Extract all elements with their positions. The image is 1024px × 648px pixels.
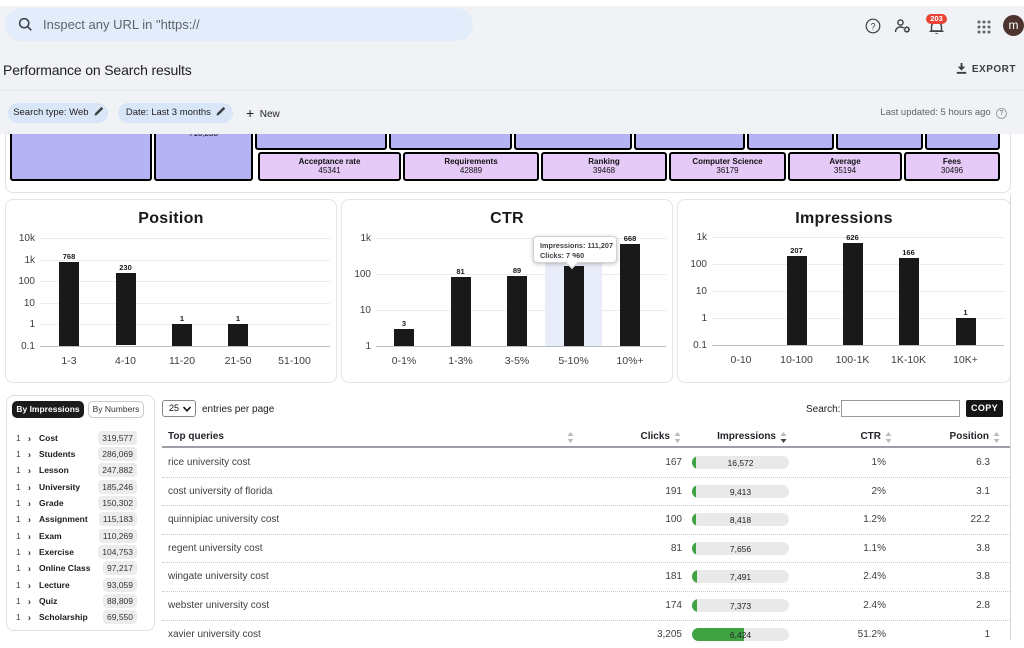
svg-text:?: ? bbox=[870, 21, 875, 31]
